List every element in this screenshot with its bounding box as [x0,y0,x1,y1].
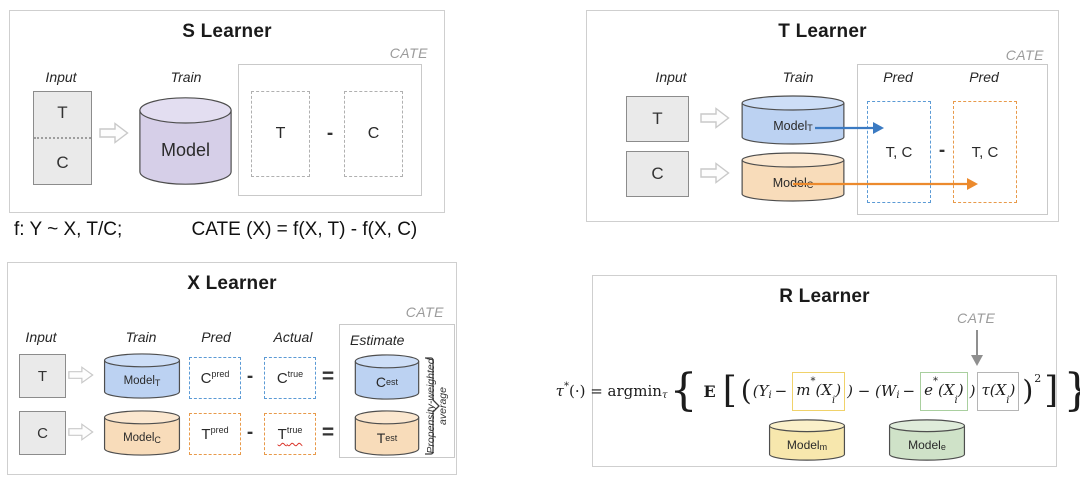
propensity-model-highlight: e*(Xi) [920,371,968,411]
average-bracket [425,357,440,455]
column-label-pred-2: Pred [969,69,999,85]
c-pred-dashed-box: Cpred [189,357,241,399]
model-m-label: Model [786,437,820,452]
minus-operator: - [326,123,334,144]
column-label-train: Train [170,69,202,85]
model-t-label: Model [123,375,155,388]
cate-term-highlight: τ(Xi) [977,371,1020,411]
c-true-dashed-box: Ctrue [264,357,316,399]
panel-title: X Learner [187,273,277,294]
model-c-label: Model [772,175,807,190]
cate-label: CATE [957,310,996,326]
model-c-label: Model [123,432,155,445]
pred-tc-orange-dashed-box: T, C [953,101,1017,203]
panel-title: T Learner [778,21,867,42]
input-control-label: C [56,153,69,172]
model-e-label: Model [908,437,941,452]
input-control-box: C [626,151,689,197]
input-treatment-box: T [19,354,66,398]
model-t-cylinder: Model T [103,353,181,399]
column-label-input: Input [25,329,57,345]
block-arrow-icon [68,423,94,441]
t-true-dashed-box: Ttrue [264,413,316,455]
propensity-weighted-average-label: Propensity-weighted average [425,358,449,454]
column-label-train: Train [125,329,157,345]
model-c-flow-arrow [793,178,978,190]
dotted-divider [34,137,91,139]
column-label-estimate: Estimate [350,332,405,348]
equals-operator: = [321,421,335,444]
input-control-box: C [19,411,66,455]
column-label-input: Input [45,69,77,85]
cate-label: CATE [389,45,428,61]
outcome-model-highlight: m*(Xi) [792,371,846,411]
minus-operator: - [938,140,946,161]
x-learner-panel: X Learner CATE Input Train Pred Actual T… [7,262,457,475]
expectation-symbol: E [703,381,716,401]
s-learner-panel: S Learner CATE Input Train Pred Pred T C… [9,10,445,213]
panel-title: S Learner [182,21,272,42]
cate-pointer-arrow [971,330,983,366]
pred-c-dashed-box: C [344,91,403,177]
t-learner-panel: T Learner CATE Input Train Pred Pred T C… [586,10,1059,222]
minus-operator: - [246,422,254,443]
pred-t-dashed-box: T [251,91,310,177]
block-arrow-icon [700,107,730,129]
model-e-cylinder: Model e [888,419,966,461]
column-label-input: Input [655,69,687,85]
column-label-pred: Pred [201,329,231,345]
column-label-pred-1: Pred [883,69,913,85]
model-t-flow-arrow [815,122,884,134]
model-t-label: Model [773,118,808,133]
column-label-train: Train [782,69,814,85]
model-label: Model [160,140,211,161]
model-t-cylinder: Model T [740,95,846,145]
cate-definition-formula: CATE (X) = f(X, T) - f(X, C) [191,219,418,240]
cate-label: CATE [405,304,444,320]
block-arrow-icon [99,122,129,144]
r-learner-formula: τ * (·) = argmin τ { E [ ( (Y i − m*(Xi) ) −… [555,365,1080,416]
minus-operator: - [246,366,254,387]
block-arrow-icon [700,162,730,184]
cate-definition-row: f: Y ~ X, T/C; CATE (X) = f(X, T) - f(X,… [14,219,417,241]
t-pred-dashed-box: Tpred [189,413,241,455]
column-label-actual: Actual [273,329,313,345]
equals-operator: = [321,365,335,388]
input-box-tc: T C [33,91,92,185]
model-cylinder: Model [138,96,233,186]
model-definition-formula: f: Y ~ X, T/C; [14,219,123,240]
input-treatment-box: T [626,96,689,142]
input-treatment-label: T [57,103,68,122]
r-learner-panel: R Learner CATE τ * (·) = argmin τ { E [ ( (… [555,275,1080,467]
block-arrow-icon [68,366,94,384]
panel-title: R Learner [779,286,870,307]
model-m-cylinder: Model m [768,419,846,461]
pred-tc-blue-dashed-box: T, C [867,101,931,203]
t-true-misspell-squiggle: Ttrue [277,425,303,443]
cate-label: CATE [1005,47,1044,63]
